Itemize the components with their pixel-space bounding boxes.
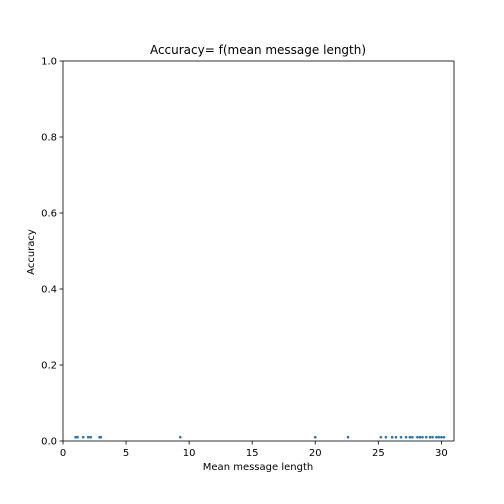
data-point: [442, 435, 446, 439]
data-point: [399, 435, 403, 439]
data-point: [86, 435, 90, 439]
x-tick-label: 5: [123, 448, 129, 459]
x-tick-label: 20: [309, 448, 322, 459]
data-point: [89, 435, 93, 439]
data-point: [179, 435, 182, 439]
data-point: [408, 435, 412, 439]
data-point: [390, 435, 394, 439]
y-tick-label: 0.4: [41, 285, 57, 296]
x-tick-label: 10: [183, 448, 196, 459]
data-point: [440, 435, 443, 439]
data-points: [74, 435, 446, 439]
chart-title: Accuracy= f(mean message length): [150, 43, 366, 57]
plot-frame: [62, 60, 455, 442]
x-tick-label: 30: [435, 448, 448, 459]
data-point: [74, 435, 77, 439]
y-axis: 0.0 0.2 0.4 0.6 0.8 1.0: [41, 57, 63, 448]
y-tick-label: 1.0: [41, 57, 57, 68]
y-tick-label: 0.0: [41, 437, 57, 448]
data-point: [411, 435, 414, 439]
y-tick-label: 0.6: [41, 209, 57, 220]
x-axis: 0 5 10 15 20 25 30: [60, 441, 448, 459]
data-point: [384, 435, 388, 439]
y-tick-label: 0.8: [41, 133, 57, 144]
data-point: [76, 435, 79, 439]
data-point: [428, 435, 432, 439]
data-point: [379, 435, 383, 439]
x-tick-label: 25: [372, 448, 385, 459]
data-point: [431, 435, 434, 439]
x-tick-label: 15: [246, 448, 259, 459]
data-point: [418, 435, 422, 439]
data-point: [404, 435, 408, 439]
data-point: [346, 435, 350, 439]
x-axis-label: Mean message length: [203, 462, 313, 473]
x-tick-label: 0: [60, 448, 66, 459]
data-point: [313, 435, 317, 439]
data-point: [424, 435, 428, 439]
data-point: [394, 435, 398, 439]
data-point: [437, 435, 441, 439]
y-tick-label: 0.2: [41, 361, 57, 372]
plot-area: [62, 60, 455, 442]
data-point: [81, 435, 85, 439]
data-point: [421, 435, 424, 439]
data-point: [435, 435, 438, 439]
y-axis-label: Accuracy: [26, 229, 37, 275]
data-point: [99, 435, 103, 439]
data-point: [416, 435, 419, 439]
